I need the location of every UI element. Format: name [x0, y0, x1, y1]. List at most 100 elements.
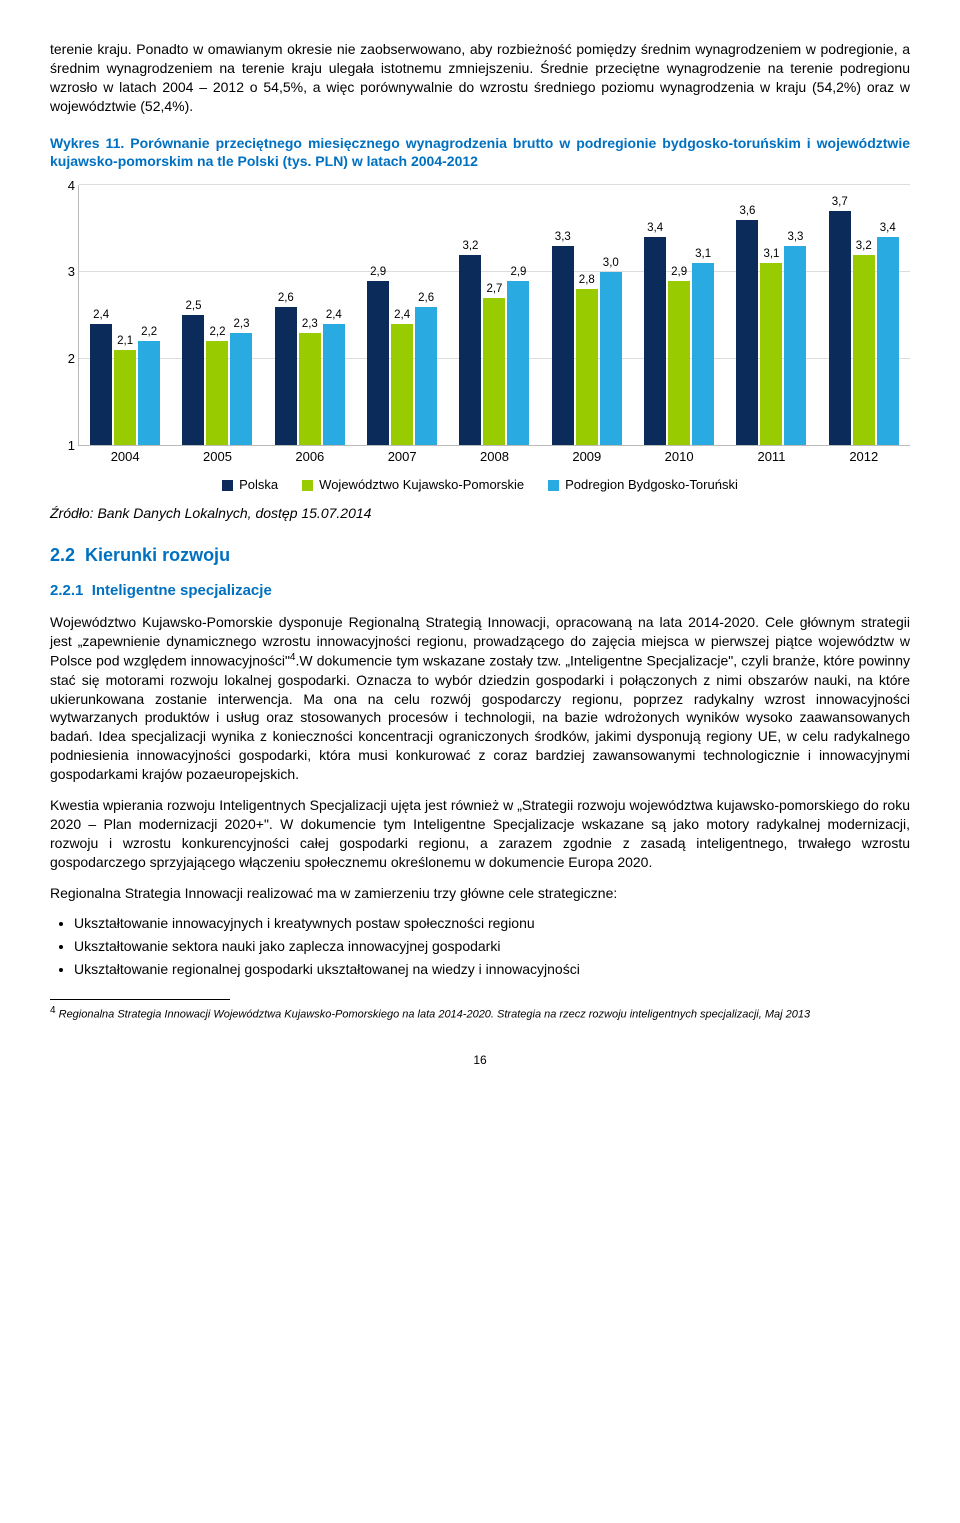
bar-label: 3,3	[555, 230, 571, 246]
bar-label: 2,6	[418, 291, 434, 307]
section-title: Kierunki rozwoju	[85, 545, 230, 565]
bar-label: 3,3	[787, 230, 803, 246]
bar: 3,3	[784, 246, 806, 445]
subsection-title: Inteligentne specjalizacje	[92, 582, 272, 599]
bar: 3,1	[760, 263, 782, 445]
bar: 3,4	[877, 237, 899, 445]
chart-legend: Polska Województwo Kujawsko-Pomorskie Podr…	[50, 476, 910, 494]
bar-label: 3,2	[462, 239, 478, 255]
bar: 2,4	[90, 324, 112, 445]
x-label: 2004	[79, 448, 171, 466]
bullet-item: Ukształtowanie regionalnej gospodarki uk…	[74, 960, 910, 979]
bar-label: 2,1	[117, 334, 133, 350]
footnote: 4 Regionalna Strategia Innowacji Wojewód…	[50, 1004, 910, 1022]
chart-group: 3,22,72,92008	[448, 185, 540, 445]
chart-group: 2,42,12,22004	[79, 185, 171, 445]
chart-group: 3,32,83,02009	[541, 185, 633, 445]
chart-title-rest: Porównanie przeciętnego miesięcznego wyn…	[50, 135, 910, 170]
bar: 3,0	[600, 272, 622, 445]
bar-label: 2,6	[278, 291, 294, 307]
y-tick: 1	[51, 437, 75, 455]
legend-swatch	[548, 480, 559, 491]
bar-label: 2,8	[579, 273, 595, 289]
bar: 2,2	[138, 341, 160, 445]
legend-label: Polska	[239, 476, 278, 494]
footnote-text: Regionalna Strategia Innowacji Województ…	[59, 1009, 810, 1021]
bar-label: 3,1	[695, 247, 711, 263]
bar: 2,6	[275, 307, 297, 446]
bar: 3,1	[692, 263, 714, 445]
chart-title: Wykres 11. Porównanie przeciętnego miesi…	[50, 134, 910, 172]
bar-label: 2,2	[209, 325, 225, 341]
bar: 2,8	[576, 289, 598, 445]
chart-group: 3,42,93,12010	[633, 185, 725, 445]
y-tick: 4	[51, 177, 75, 195]
bar-label: 2,5	[185, 299, 201, 315]
bar: 2,6	[415, 307, 437, 446]
paragraph-4: Regionalna Strategia Innowacji realizowa…	[50, 884, 910, 903]
bar: 2,9	[367, 281, 389, 446]
bullet-item: Ukształtowanie innowacyjnych i kreatywny…	[74, 914, 910, 933]
bar-label: 3,0	[603, 256, 619, 272]
paragraph-3: Kwestia wpierania rozwoju Inteligentnych…	[50, 796, 910, 872]
x-label: 2007	[356, 448, 448, 466]
chart-container: 12342,42,12,220042,52,22,320052,62,32,42…	[50, 185, 910, 494]
legend-label: Województwo Kujawsko-Pomorskie	[319, 476, 524, 494]
chart-group: 3,63,13,32011	[725, 185, 817, 445]
bar-chart: 12342,42,12,220042,52,22,320052,62,32,42…	[78, 185, 910, 446]
subsection-heading: 2.2.1 Inteligentne specjalizacje	[50, 581, 910, 601]
paragraph-intro: terenie kraju. Ponadto w omawianym okres…	[50, 40, 910, 116]
legend-item: Województwo Kujawsko-Pomorskie	[302, 476, 524, 494]
bar-label: 2,4	[394, 308, 410, 324]
paragraph-2b: .W dokumencie tym wskazane zostały tzw. …	[50, 653, 910, 782]
page-number: 16	[50, 1052, 910, 1068]
bar: 2,7	[483, 298, 505, 445]
bar-label: 3,4	[647, 221, 663, 237]
bar-label: 3,4	[880, 221, 896, 237]
chart-group: 2,62,32,42006	[264, 185, 356, 445]
bar-label: 2,3	[233, 317, 249, 333]
bar: 3,6	[736, 220, 758, 445]
legend-label: Podregion Bydgosko-Toruński	[565, 476, 738, 494]
bar: 2,2	[206, 341, 228, 445]
bar: 2,3	[230, 333, 252, 446]
x-label: 2008	[448, 448, 540, 466]
legend-item: Polska	[222, 476, 278, 494]
footnote-separator	[50, 999, 230, 1000]
bar-label: 3,2	[856, 239, 872, 255]
bar: 2,4	[391, 324, 413, 445]
bar-label: 2,4	[326, 308, 342, 324]
bar: 3,2	[853, 255, 875, 446]
y-tick: 2	[51, 350, 75, 368]
bar: 2,9	[507, 281, 529, 446]
bar: 3,2	[459, 255, 481, 446]
bar-label: 2,4	[93, 308, 109, 324]
footnote-number: 4	[50, 1005, 56, 1016]
x-label: 2009	[541, 448, 633, 466]
bar: 2,1	[114, 350, 136, 445]
x-label: 2010	[633, 448, 725, 466]
chart-group: 3,73,23,42012	[818, 185, 910, 445]
chart-group: 2,92,42,62007	[356, 185, 448, 445]
chart-groups: 2,42,12,220042,52,22,320052,62,32,420062…	[79, 185, 910, 445]
bullet-list: Ukształtowanie innowacyjnych i kreatywny…	[74, 914, 910, 979]
x-label: 2011	[725, 448, 817, 466]
bar-label: 3,7	[832, 195, 848, 211]
x-label: 2012	[818, 448, 910, 466]
bar: 3,3	[552, 246, 574, 445]
bar: 2,4	[323, 324, 345, 445]
legend-swatch	[302, 480, 313, 491]
bar-label: 2,2	[141, 325, 157, 341]
legend-item: Podregion Bydgosko-Toruński	[548, 476, 738, 494]
x-label: 2006	[264, 448, 356, 466]
bar-label: 2,9	[671, 265, 687, 281]
section-heading: 2.2 Kierunki rozwoju	[50, 543, 910, 567]
chart-group: 2,52,22,32005	[171, 185, 263, 445]
bar-label: 2,7	[486, 282, 502, 298]
bar: 2,5	[182, 315, 204, 445]
bar: 2,3	[299, 333, 321, 446]
legend-swatch	[222, 480, 233, 491]
bar: 2,9	[668, 281, 690, 446]
subsection-number: 2.2.1	[50, 582, 83, 599]
bar-label: 2,3	[302, 317, 318, 333]
